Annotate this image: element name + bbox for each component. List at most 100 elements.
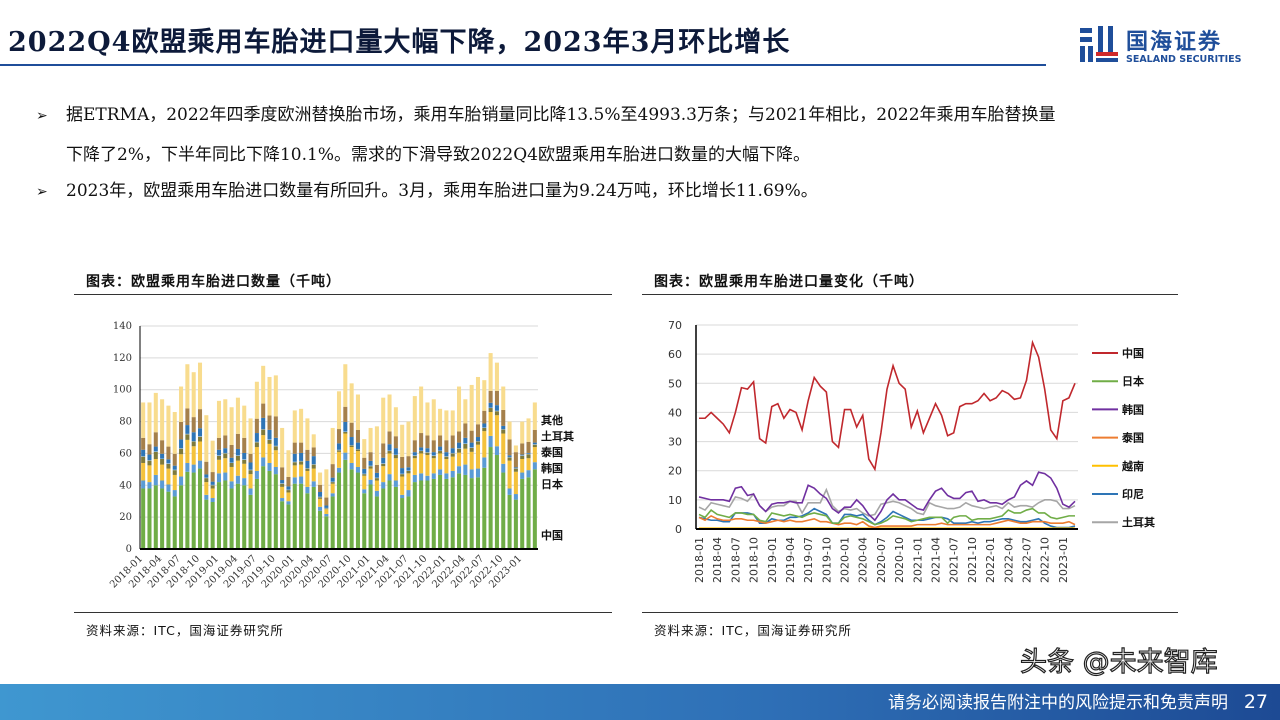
logo: 国海证券 SEALAND SECURITIES — [1078, 24, 1258, 70]
bar-segment-中国 — [229, 488, 234, 549]
bar-segment-日本 — [330, 493, 335, 497]
bar-segment-日本 — [286, 501, 291, 505]
bar-segment-印尼 — [362, 468, 367, 474]
bar-segment-土耳其 — [166, 446, 171, 460]
bar-segment-韩国 — [362, 475, 367, 490]
bar-segment-其他 — [318, 472, 323, 485]
y-tick-label: 20 — [119, 512, 132, 523]
bar-segment-印尼 — [406, 467, 411, 471]
legend-label: 泰国 — [540, 445, 563, 459]
bar-segment-土耳其 — [355, 429, 360, 443]
bar-segment-中国 — [526, 477, 531, 549]
bar-segment-韩国 — [482, 431, 487, 458]
bar-segment-其他 — [204, 415, 209, 462]
bar-segment-日本 — [197, 460, 203, 469]
bar-segment-泰国 — [444, 456, 449, 460]
bar-segment-其他 — [381, 397, 386, 444]
bar-segment-泰国 — [229, 462, 234, 467]
series-line-泰国 — [698, 514, 1076, 529]
x-tick-label: 2019-04 — [784, 537, 797, 583]
bar-segment-印尼 — [172, 465, 177, 470]
bar-segment-泰国 — [330, 482, 335, 484]
bar-segment-印尼 — [438, 446, 443, 451]
bar-segment-韩国 — [393, 458, 398, 481]
x-tick-label: 2018-10 — [748, 537, 761, 583]
disclaimer-note[interactable]: 请务必阅读报告附注中的风险提示和免责声明 — [888, 693, 1228, 713]
bar-segment-印尼 — [336, 443, 342, 450]
bar-segment-印尼 — [526, 452, 531, 454]
bullet-1-line1: 据ETRMA，2022年四季度欧洲替换胎市场，乘用车胎销量同比降13.5%至49… — [66, 105, 1056, 125]
bar-segment-其他 — [532, 402, 537, 430]
bar-segment-日本 — [488, 435, 493, 448]
bar-segment-韩国 — [210, 488, 215, 499]
bar-segment-日本 — [229, 481, 234, 489]
bar-segment-印尼 — [387, 444, 392, 451]
bar-segment-印尼 — [412, 452, 417, 456]
bar-segment-韩国 — [425, 455, 430, 476]
bar-segment-日本 — [292, 477, 297, 484]
title-divider — [0, 64, 1046, 66]
bar-segment-土耳其 — [463, 423, 468, 438]
bar-segment-其他 — [520, 421, 525, 444]
bar-segment-印尼 — [261, 417, 266, 430]
bar-segment-其他 — [292, 410, 297, 443]
y-tick-label: 30 — [668, 436, 682, 449]
bar-segment-中国 — [387, 480, 392, 549]
bar-segment-土耳其 — [172, 453, 177, 466]
bar-segment-泰国 — [254, 442, 259, 448]
page-title: 2022Q4欧盟乘用车胎进口量大幅下降，2023年3月环比增长 — [8, 27, 791, 58]
bar-segment-日本 — [507, 488, 512, 495]
bar-segment-土耳其 — [412, 440, 417, 453]
bar-segment-泰国 — [147, 460, 152, 466]
bar-segment-中国 — [172, 496, 177, 549]
bar-segment-泰国 — [223, 453, 228, 459]
bar-segment-印尼 — [374, 472, 379, 478]
bar-segment-日本 — [457, 466, 462, 474]
arrow-right-icon: ➢ — [36, 184, 48, 200]
bar-segment-土耳其 — [381, 443, 386, 458]
bar-segment-其他 — [368, 427, 373, 453]
bar-segment-韩国 — [223, 458, 228, 473]
bar-segment-韩国 — [469, 451, 474, 470]
legend-label: 土耳其 — [1122, 515, 1155, 529]
bar-segment-中国 — [210, 502, 215, 549]
bar-segment-中国 — [343, 459, 348, 549]
bar-segment-日本 — [444, 473, 449, 479]
bar-segment-泰国 — [457, 448, 462, 453]
bar-segment-印尼 — [355, 442, 360, 449]
bar-segment-其他 — [153, 392, 158, 433]
right-chart-title: 图表：欧盟乘用车胎进口量变化（千吨） — [654, 274, 924, 290]
bar-segment-中国 — [248, 494, 253, 549]
bar-segment-韩国 — [267, 443, 272, 463]
bar-segment-中国 — [286, 504, 291, 549]
bar-segment-中国 — [267, 470, 272, 549]
bar-segment-韩国 — [355, 451, 360, 467]
bar-segment-泰国 — [185, 434, 190, 440]
series-line-韩国 — [698, 471, 1076, 522]
bar-segment-印尼 — [457, 442, 462, 449]
bar-segment-土耳其 — [457, 431, 462, 443]
bar-segment-其他 — [223, 399, 228, 436]
x-tick-label: 2020-01 — [839, 537, 852, 583]
logo-subtext: SEALAND SECURITIES — [1126, 54, 1242, 65]
bar-segment-韩国 — [457, 452, 462, 467]
bar-segment-印尼 — [450, 448, 455, 453]
page-number: 27 — [1243, 691, 1268, 713]
bar-segment-泰国 — [166, 463, 171, 469]
bar-segment-泰国 — [406, 470, 411, 474]
bar-segment-中国 — [223, 480, 228, 549]
bar-segment-其他 — [166, 405, 171, 447]
bar-segment-印尼 — [229, 457, 234, 463]
bar-segment-印尼 — [494, 405, 499, 411]
legend-label: 中国 — [1122, 346, 1144, 360]
bar-segment-韩国 — [374, 480, 379, 491]
bullet-2-line1: 2023年，欧盟乘用车胎进口数量有所回升。3月，乘用车胎进口量为9.24万吨，环… — [66, 181, 818, 201]
bar-segment-印尼 — [482, 423, 487, 428]
bar-segment-中国 — [444, 478, 449, 549]
bar-segment-韩国 — [292, 465, 297, 478]
bar-segment-印尼 — [204, 474, 209, 478]
bar-segment-泰国 — [526, 454, 531, 459]
bar-segment-泰国 — [494, 411, 499, 416]
bar-segment-泰国 — [235, 455, 240, 461]
bar-segment-日本 — [406, 490, 411, 497]
